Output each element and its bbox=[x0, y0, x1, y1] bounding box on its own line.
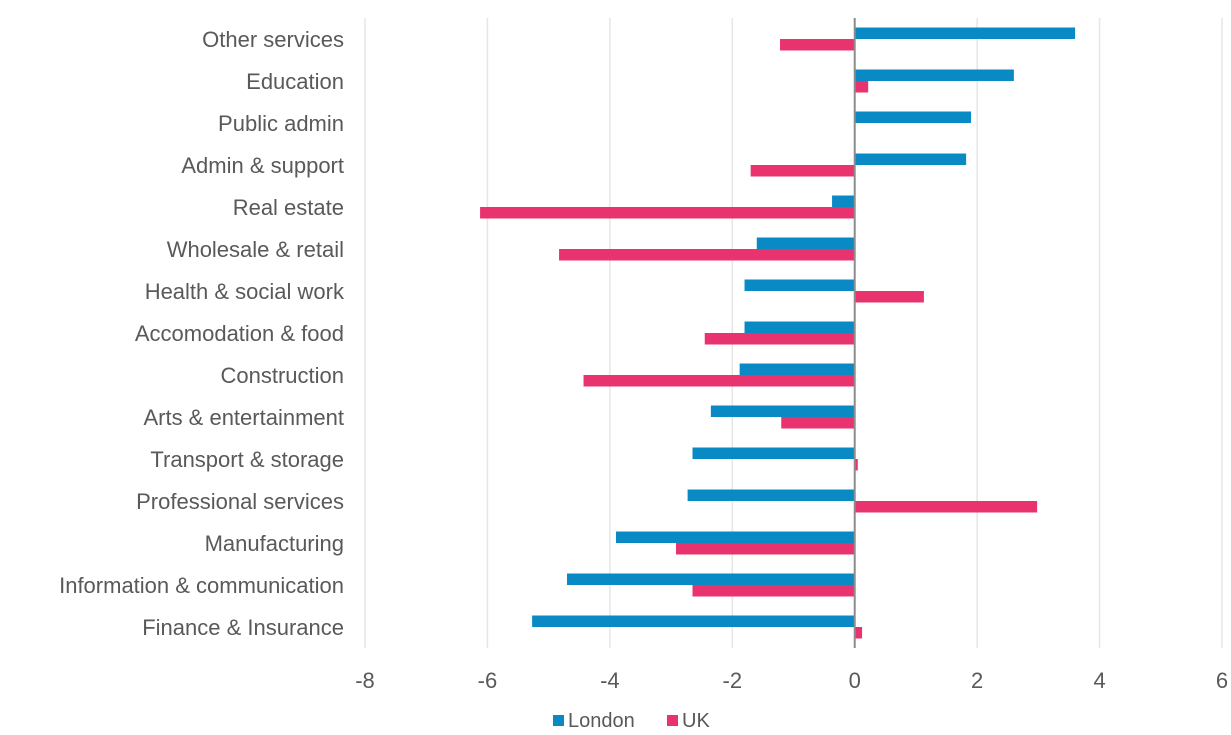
bar-london bbox=[756, 237, 855, 249]
x-tick-label: 6 bbox=[1216, 668, 1228, 693]
category-label: Finance & Insurance bbox=[142, 615, 344, 640]
x-tick-label: 4 bbox=[1093, 668, 1105, 693]
bar-uk bbox=[854, 501, 1038, 513]
x-tick-labels: -8 -6 -4 -2 0 2 4 6 bbox=[355, 668, 1228, 693]
x-tick-label: -2 bbox=[723, 668, 743, 693]
bar-london bbox=[832, 195, 855, 207]
category-label: Public admin bbox=[218, 111, 344, 136]
legend-label-london: London bbox=[568, 710, 635, 732]
legend-label-uk: UK bbox=[682, 710, 710, 732]
category-label: Construction bbox=[220, 363, 344, 388]
legend: London UK bbox=[553, 710, 710, 732]
bar-uk bbox=[781, 417, 855, 429]
x-tick-label: -8 bbox=[355, 668, 375, 693]
bar-london bbox=[854, 27, 1076, 39]
gridlines bbox=[364, 18, 1223, 648]
bar-uk bbox=[854, 627, 863, 639]
bar-uk bbox=[854, 291, 924, 303]
category-label: Professional services bbox=[136, 489, 344, 514]
bar-uk bbox=[780, 39, 855, 51]
bar-uk bbox=[854, 81, 869, 93]
bar-uk bbox=[559, 249, 855, 261]
category-label: Admin & support bbox=[181, 153, 344, 178]
category-label: Information & communication bbox=[59, 573, 344, 598]
bar-uk bbox=[480, 207, 855, 219]
bar-london bbox=[744, 321, 855, 333]
bar-london bbox=[854, 111, 972, 123]
category-label: Health & social work bbox=[145, 279, 345, 304]
bar-uk bbox=[704, 333, 855, 345]
x-tick-label: -6 bbox=[478, 668, 498, 693]
x-tick-label: 0 bbox=[849, 668, 861, 693]
bar-uk bbox=[854, 459, 858, 471]
bar-london bbox=[567, 573, 855, 585]
bar-london bbox=[710, 405, 855, 417]
category-label: Arts & entertainment bbox=[143, 405, 344, 430]
legend-swatch-uk bbox=[667, 715, 678, 726]
bar-london bbox=[854, 153, 967, 165]
category-label: Wholesale & retail bbox=[167, 237, 344, 262]
bar-uk bbox=[692, 585, 855, 597]
category-label: Real estate bbox=[233, 195, 344, 220]
category-label: Manufacturing bbox=[205, 531, 344, 556]
x-tick-label: 2 bbox=[971, 668, 983, 693]
bar-london bbox=[739, 363, 855, 375]
bar-uk bbox=[583, 375, 855, 387]
bar-uk bbox=[750, 165, 855, 177]
bar-london bbox=[854, 69, 1014, 81]
category-label: Accomodation & food bbox=[135, 321, 344, 346]
category-label: Transport & storage bbox=[150, 447, 344, 472]
bar-london bbox=[692, 447, 855, 459]
bars bbox=[480, 27, 1076, 639]
category-labels: Other services Education Public admin Admin… bbox=[59, 27, 345, 640]
bar-london bbox=[615, 531, 855, 543]
x-tick-label: -4 bbox=[600, 668, 620, 693]
legend-swatch-london bbox=[553, 715, 564, 726]
category-label: Other services bbox=[202, 27, 344, 52]
category-label: Education bbox=[246, 69, 344, 94]
bar-london bbox=[744, 279, 855, 291]
bar-london bbox=[532, 615, 855, 627]
bar-london bbox=[687, 489, 855, 501]
bar-uk bbox=[675, 543, 855, 555]
